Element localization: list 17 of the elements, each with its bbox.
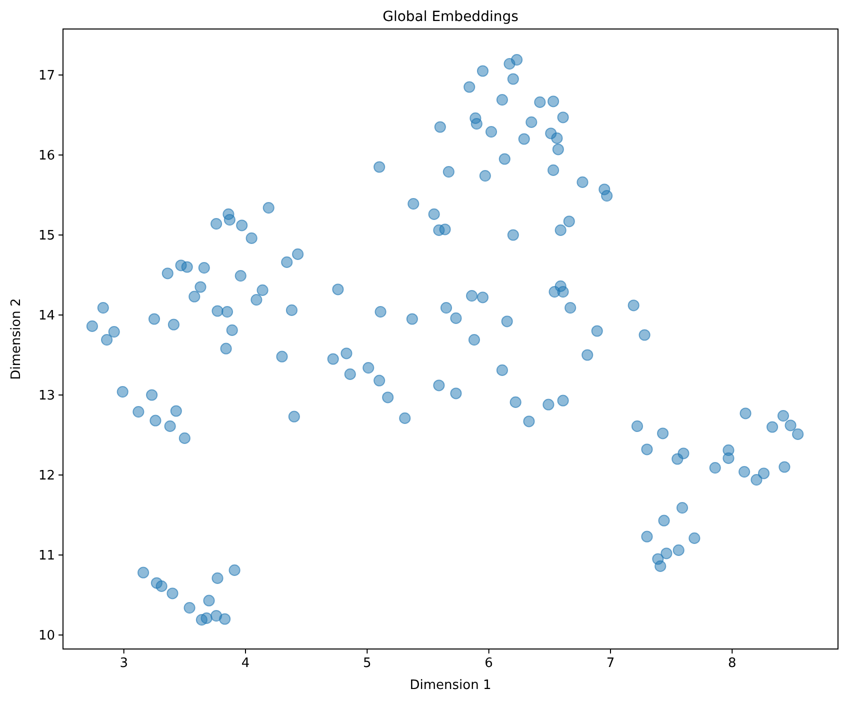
chart-title: Global Embeddings [382, 9, 518, 25]
x-tick-label: 7 [606, 656, 615, 671]
x-axis-title: Dimension 1 [410, 678, 492, 693]
y-tick-label: 15 [38, 228, 55, 244]
y-axis-title: Dimension 2 [9, 298, 24, 380]
x-tick-label: 8 [728, 656, 736, 671]
x-tick-label: 4 [241, 656, 250, 671]
y-tick-label: 10 [38, 628, 55, 644]
y-tick-label: 17 [38, 68, 55, 84]
y-tick-label: 13 [38, 388, 55, 404]
x-tick-label: 6 [484, 656, 493, 671]
x-tick-label: 3 [120, 656, 128, 671]
y-tick-label: 16 [38, 148, 55, 164]
y-tick-label: 12 [38, 468, 55, 484]
y-tick-label: 11 [38, 548, 55, 564]
y-tick-label: 14 [38, 308, 55, 324]
x-tick-label: 5 [363, 656, 372, 671]
